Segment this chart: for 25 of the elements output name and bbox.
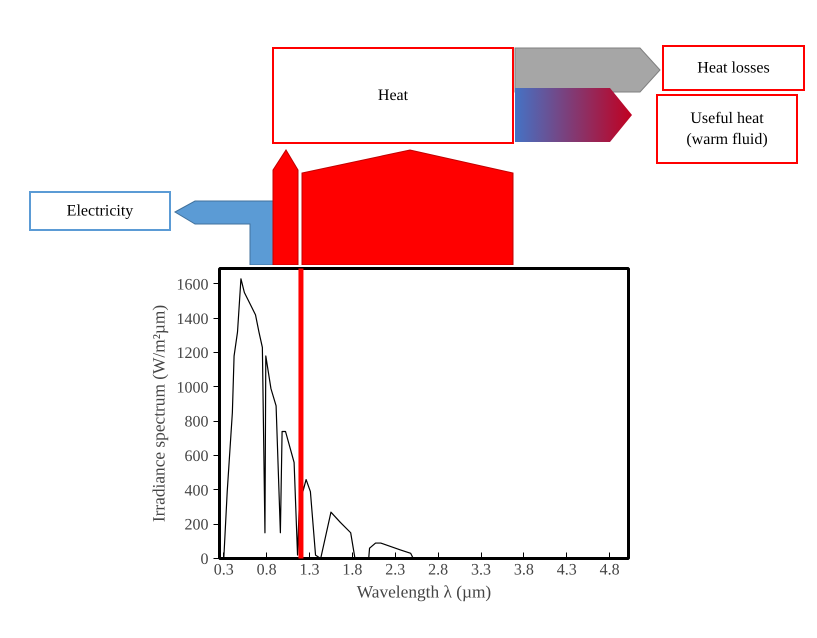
x-axis-title: Wavelength λ (µm) <box>356 582 492 602</box>
x-tick-label: 3.8 <box>514 562 534 578</box>
x-tick-label: 1.8 <box>342 562 362 578</box>
x-tick-label: 2.3 <box>385 562 406 578</box>
y-tick-label: 1400 <box>176 310 208 328</box>
text: Heat losses <box>697 60 770 76</box>
text: Electricity <box>66 202 134 220</box>
x-tick-label: 0.8 <box>256 562 277 578</box>
y-tick-label: 600 <box>184 448 208 466</box>
text: Heat <box>378 87 409 104</box>
y-axis-title: Irradiance spectrum (W/m²µm) <box>150 304 168 522</box>
y-tick-label: 1200 <box>176 345 208 362</box>
y-tick-label: 1600 <box>176 276 208 294</box>
y-tick-label: 0 <box>200 551 208 568</box>
y-tick-label: 800 <box>184 414 208 431</box>
text: Useful heat (warm fluid) <box>686 110 768 148</box>
x-tick-label: 4.3 <box>556 562 577 578</box>
y-tick-label: 200 <box>184 516 208 534</box>
x-tick-label: 1.3 <box>300 562 320 578</box>
y-tick-label: 1000 <box>176 379 208 396</box>
x-tick-label: 0.3 <box>214 562 234 578</box>
x-tick-label: 4.8 <box>600 562 620 578</box>
y-tick-label: 400 <box>184 482 208 500</box>
x-tick-label: 3.3 <box>471 562 492 578</box>
x-tick-label: 2.8 <box>428 562 448 578</box>
